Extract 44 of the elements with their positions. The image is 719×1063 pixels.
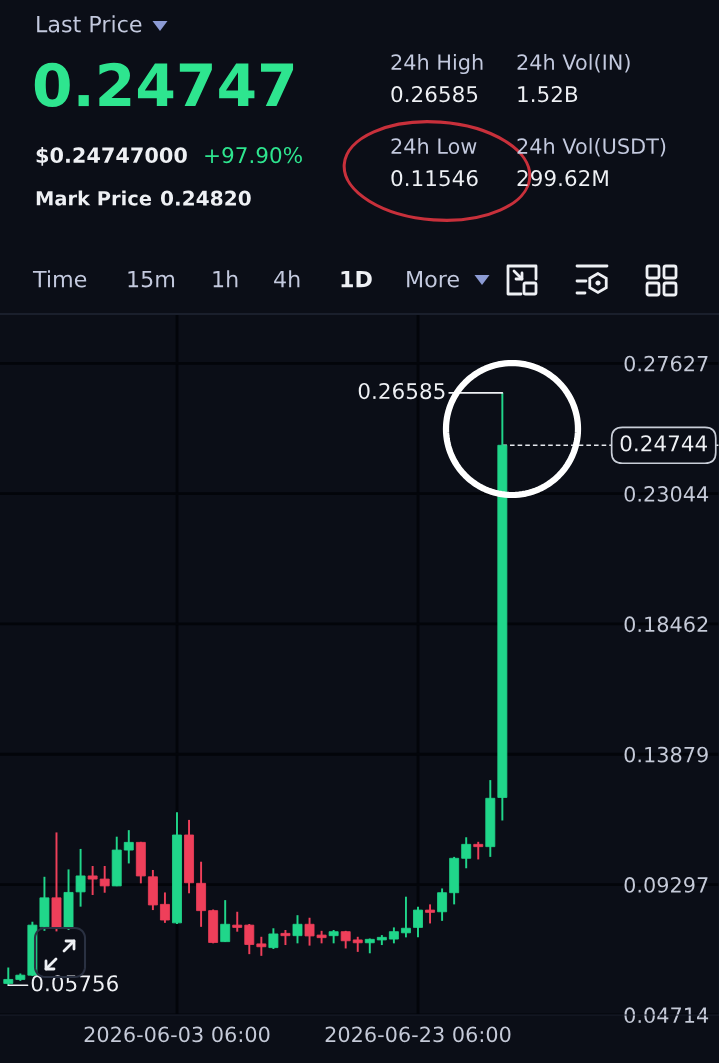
candlestick [99,865,110,894]
text: $0.24747000 [36,146,187,166]
candlestick [232,910,243,933]
text: 0.24747 [34,62,294,107]
text: Mark Price [36,190,152,206]
y-tick-label: 0.18462 [624,616,708,633]
annotation: 0.26585 [358,382,445,400]
text: Time [32,270,87,288]
text: 1.52B [518,85,578,103]
text: 0.26585 [391,85,478,103]
text: 0.24820 [160,190,251,206]
candlestick [87,865,98,896]
y-tick-label: 0.04714 [624,1007,709,1024]
text: 1D [341,270,372,288]
y-tick-label: 0.09297 [624,877,708,893]
candlestick [401,895,411,939]
candlestick [413,905,423,939]
candlestick [461,836,472,870]
y-tick-label: 0.27627 [624,355,708,372]
text: 24h High [391,53,483,75]
text: +97.90% [205,146,302,164]
candlestick [256,935,267,957]
text: 24h Low [391,137,477,155]
candlestick [220,899,231,943]
y-tick-label: 0.23044 [624,486,709,502]
text: Last Price [37,15,142,33]
text: 24h Vol(USDT) [517,137,666,157]
candlestick [123,829,134,865]
candlestick [425,903,435,925]
x-tick-label: 2026-06-03 06:00 [84,1026,270,1043]
ref-line-label: 0.24744 [620,435,708,452]
candlestick [268,927,279,950]
candlestick [437,887,448,922]
y-tick-label: 0.13879 [624,746,708,763]
candlestick [244,923,255,956]
x-tick-label: 2026-06-23 06:00 [325,1026,511,1043]
text: 1h [213,270,238,288]
candlestick [160,891,170,924]
text: 24h Vol(IN) [517,53,630,73]
text: 0.11546 [391,169,478,187]
text: 4h [274,270,300,288]
text: 15m [128,270,175,288]
text: More [407,270,459,288]
candlestick [292,914,303,945]
